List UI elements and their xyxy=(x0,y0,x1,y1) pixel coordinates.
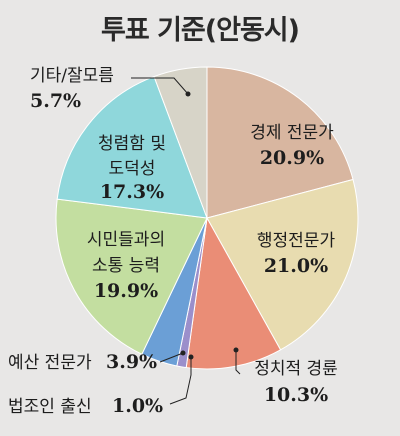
chart-title: 투표 기준(안동시) xyxy=(101,15,300,46)
leader-dot xyxy=(188,354,194,360)
slice-label: 시민들과의 xyxy=(87,230,165,250)
slice-label: 도덕성 xyxy=(109,159,156,179)
leader-dot xyxy=(185,91,191,97)
slice-label: 경제 전문가 xyxy=(250,123,334,143)
slice-label: 예산 전문가 xyxy=(8,353,92,373)
slice-value-label: 19.9% xyxy=(94,280,158,302)
pie-slice xyxy=(153,66,208,219)
slice-value-label: 3.9% xyxy=(106,351,157,373)
slice-label: 기타/잘모름 xyxy=(30,66,114,86)
leader-line xyxy=(131,77,189,95)
slice-value-label: 5.7% xyxy=(30,90,81,112)
slice-label: 청렴함 및 xyxy=(98,134,166,154)
pie-slice xyxy=(206,66,354,219)
slice-label: 행정전문가 xyxy=(257,231,336,251)
leader-dot xyxy=(180,350,186,356)
slice-value-label: 1.0% xyxy=(112,395,163,417)
leader-line xyxy=(159,352,184,363)
slice-value-label: 21.0% xyxy=(264,255,328,277)
slice-label: 정치적 경륜 xyxy=(254,359,338,379)
slice-label: 법조인 출신 xyxy=(8,397,92,417)
leader-line xyxy=(235,350,241,375)
pie-slice xyxy=(185,216,282,370)
leader-line xyxy=(169,357,192,405)
slice-value-label: 20.9% xyxy=(260,147,324,169)
slice-label: 소통 능력 xyxy=(92,256,160,276)
slice-value-label: 10.3% xyxy=(264,384,328,406)
pie-slice xyxy=(56,75,208,219)
slice-value-label: 17.3% xyxy=(100,181,164,203)
pie-slice xyxy=(55,198,208,355)
pie-slice xyxy=(206,178,359,351)
leader-dot xyxy=(233,347,239,353)
